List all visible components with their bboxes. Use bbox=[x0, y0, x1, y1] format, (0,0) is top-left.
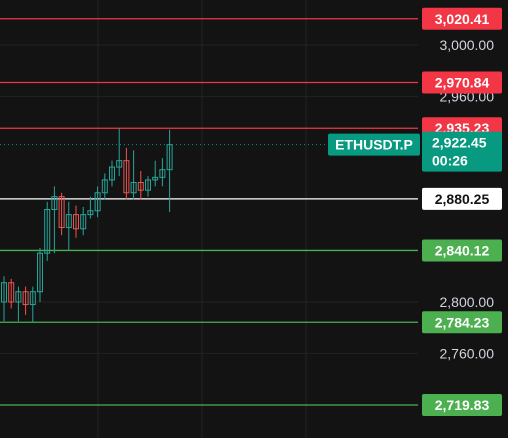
y-axis-tick-label: 3,000.00 bbox=[440, 37, 495, 53]
candle-body bbox=[145, 179, 151, 191]
y-axis-tick-label: 2,760.00 bbox=[440, 345, 495, 361]
countdown-label: 00:26 bbox=[432, 153, 468, 169]
candle-body bbox=[123, 160, 130, 194]
candle-body bbox=[58, 196, 65, 228]
level-tag-label: 2,970.84 bbox=[435, 74, 490, 90]
candle-body bbox=[51, 196, 58, 210]
candle-body bbox=[130, 181, 137, 194]
level-tag-label: 2,840.12 bbox=[435, 242, 490, 258]
candle-body bbox=[94, 192, 101, 212]
candle-body bbox=[109, 166, 115, 181]
candle-body bbox=[87, 210, 94, 216]
current-price-tag[interactable] bbox=[422, 131, 502, 172]
candle-body bbox=[15, 291, 22, 303]
candle-body bbox=[73, 214, 79, 230]
level-tag-resistance[interactable] bbox=[422, 71, 502, 94]
candle-body bbox=[80, 214, 87, 230]
current-price-label: 2,922.45 bbox=[432, 135, 487, 151]
candle-body bbox=[29, 291, 36, 306]
candle-body bbox=[37, 252, 43, 293]
candle-body bbox=[1, 282, 7, 303]
symbol-tag-label: ETHUSDT.P bbox=[335, 137, 413, 153]
level-tag-support[interactable] bbox=[422, 311, 502, 334]
candle-body bbox=[8, 282, 15, 303]
level-tag-label: 2,880.25 bbox=[435, 191, 490, 207]
candle-body bbox=[152, 176, 159, 181]
candle-body bbox=[166, 144, 173, 171]
level-tag-resistance[interactable] bbox=[422, 7, 502, 30]
symbol-tag[interactable] bbox=[328, 133, 420, 156]
candle-body bbox=[116, 160, 123, 168]
candle-body bbox=[22, 291, 29, 306]
candle-body bbox=[44, 208, 51, 254]
y-axis-tick-label: 2,800.00 bbox=[440, 294, 495, 310]
level-tag-label: 2,719.83 bbox=[435, 397, 490, 413]
candle-body bbox=[65, 214, 72, 228]
level-tag-label: 3,020.41 bbox=[435, 11, 490, 27]
level-tag-support[interactable] bbox=[422, 394, 502, 417]
candle-body bbox=[159, 169, 166, 178]
level-tag-pivot[interactable] bbox=[422, 187, 502, 210]
candle-body bbox=[101, 179, 108, 194]
candle-body bbox=[137, 181, 144, 191]
level-tag-label: 2,784.23 bbox=[435, 314, 490, 330]
level-tag-support[interactable] bbox=[422, 239, 502, 262]
